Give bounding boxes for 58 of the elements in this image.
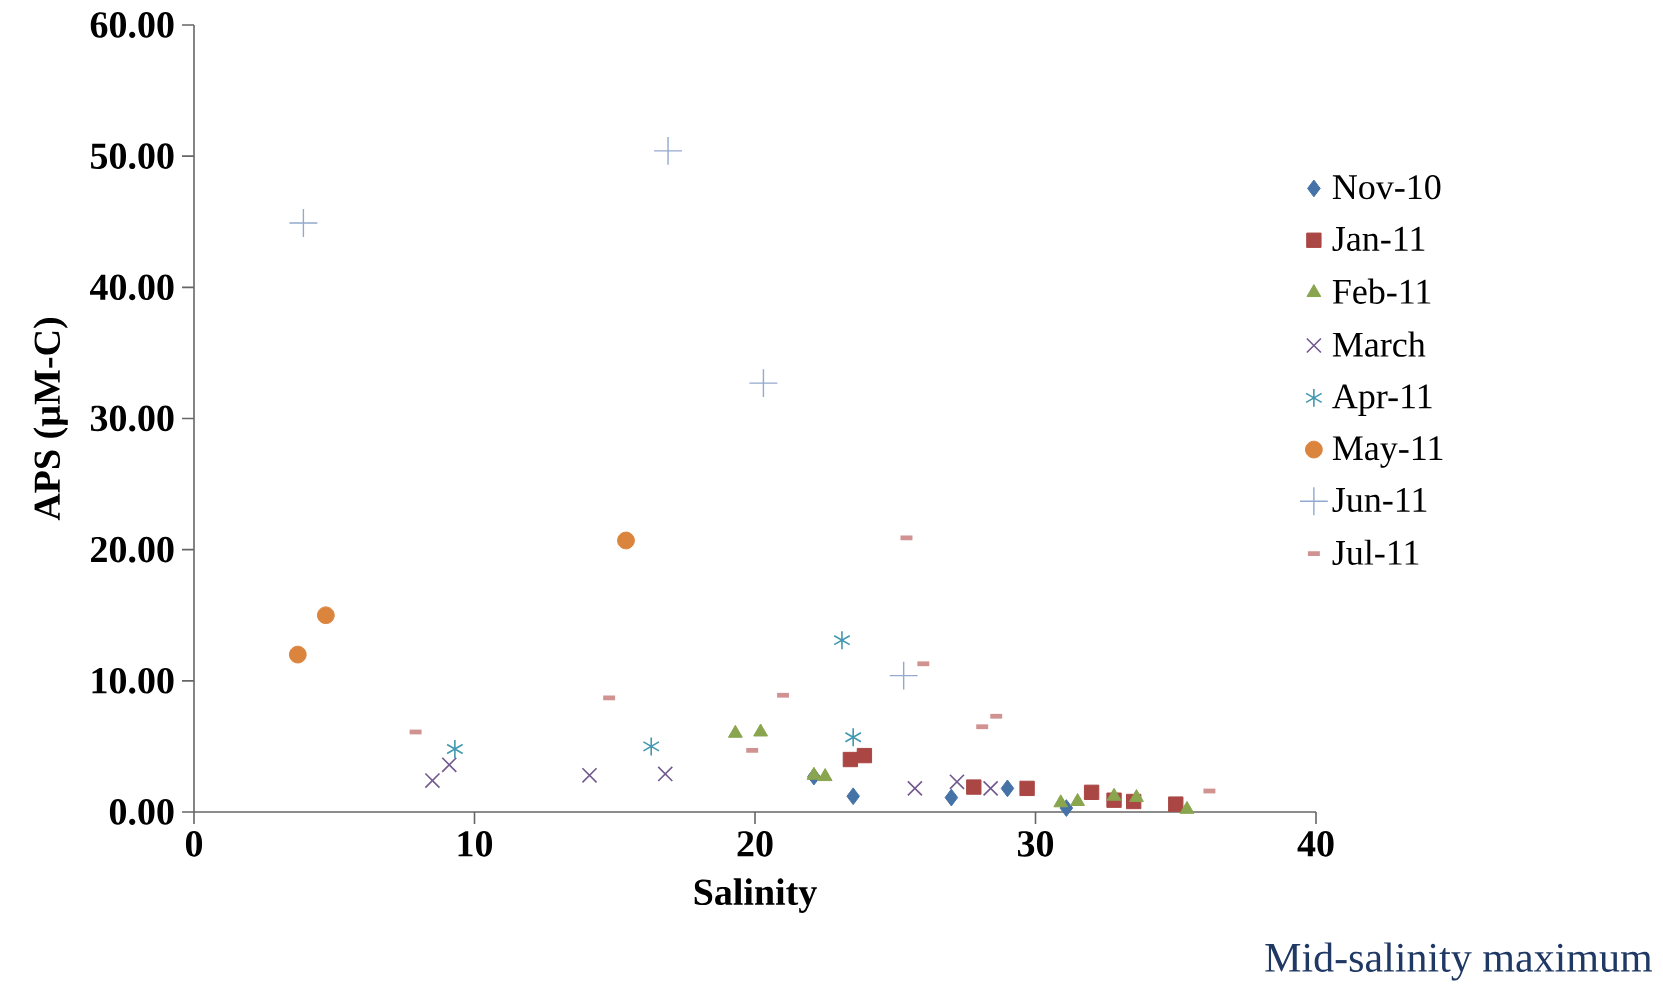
point xyxy=(654,136,682,165)
point xyxy=(753,723,769,737)
x-axis-title: Salinity xyxy=(694,878,817,913)
point xyxy=(288,645,307,664)
point xyxy=(856,747,873,764)
point xyxy=(642,736,660,757)
x-tick-label: 10 xyxy=(458,831,493,857)
legend-label: March xyxy=(1332,331,1426,357)
point xyxy=(817,768,833,782)
legend-label: Jan-11 xyxy=(1332,226,1425,251)
x-tick-label: 40 xyxy=(1297,831,1334,857)
point xyxy=(846,787,860,806)
x-tick-label: 20 xyxy=(737,831,773,857)
point xyxy=(842,751,859,768)
point xyxy=(1000,779,1015,798)
point xyxy=(833,630,851,650)
point xyxy=(657,766,674,782)
y-tick-label: 40.00 xyxy=(89,274,174,301)
x-tick-label: 30 xyxy=(1017,831,1054,857)
point xyxy=(1129,789,1144,803)
text: Mid-salinity maximum xyxy=(1265,942,1652,981)
point xyxy=(727,724,743,738)
y-tick-label: 60.00 xyxy=(90,12,174,38)
point xyxy=(441,756,458,773)
legend-label: Jun-11 xyxy=(1332,487,1427,513)
point xyxy=(1179,800,1195,814)
point xyxy=(446,739,464,759)
y-tick-label: 20.00 xyxy=(91,536,174,563)
legend-label: Nov-10 xyxy=(1332,174,1441,200)
point xyxy=(1168,796,1184,812)
legend-label: Feb-11 xyxy=(1332,278,1431,304)
point xyxy=(316,606,335,625)
point xyxy=(289,209,318,238)
y-tick-label: 0.00 xyxy=(109,799,174,825)
y-tick-label: 50.00 xyxy=(90,143,174,170)
y-tick-label: 10.00 xyxy=(92,667,174,694)
y-axis-title: APS (µM-C) xyxy=(33,317,68,521)
point xyxy=(806,766,822,780)
point xyxy=(844,727,862,747)
point xyxy=(949,773,965,790)
point xyxy=(966,779,982,795)
point xyxy=(1070,793,1085,806)
legend-label: Jul-11 xyxy=(1332,539,1419,565)
point xyxy=(944,788,959,807)
point xyxy=(749,369,778,398)
point xyxy=(1053,794,1069,808)
x-tick-label: 0 xyxy=(185,831,203,857)
legend-label: Apr-11 xyxy=(1332,384,1432,416)
point xyxy=(1106,787,1122,801)
point xyxy=(907,780,923,797)
point xyxy=(581,767,598,784)
point xyxy=(424,772,441,789)
y-tick-label: 30.00 xyxy=(90,405,174,432)
point xyxy=(1019,780,1035,797)
legend-label: May-11 xyxy=(1332,436,1443,468)
point xyxy=(982,780,999,797)
point xyxy=(1083,784,1100,800)
point xyxy=(617,531,635,550)
